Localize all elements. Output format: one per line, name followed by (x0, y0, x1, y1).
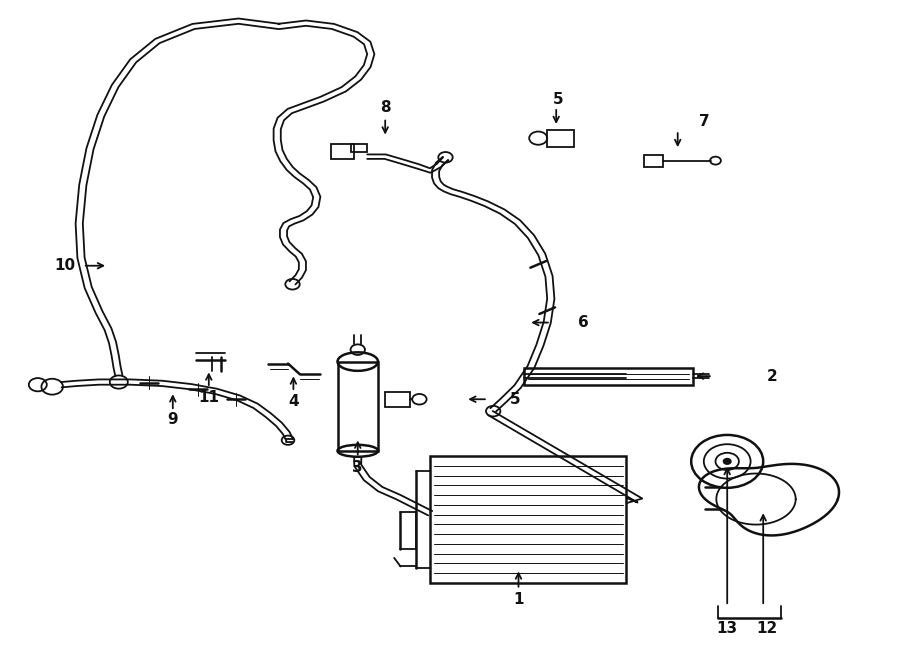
Bar (338, 362, 378, 451)
Text: 5: 5 (509, 392, 520, 407)
Text: 4: 4 (288, 395, 299, 409)
Bar (430, 456, 626, 583)
Bar (524, 368, 693, 385)
Text: 5: 5 (553, 92, 563, 106)
Text: 13: 13 (716, 621, 738, 636)
Circle shape (724, 459, 731, 464)
Text: 6: 6 (578, 315, 589, 330)
Text: 1: 1 (513, 592, 524, 607)
Text: 2: 2 (767, 369, 778, 383)
Text: 3: 3 (353, 460, 363, 475)
Bar (351, 144, 367, 152)
Bar (644, 155, 663, 167)
Text: 11: 11 (198, 391, 220, 405)
Text: 10: 10 (54, 258, 76, 273)
Text: 12: 12 (756, 621, 778, 636)
Text: 8: 8 (380, 100, 391, 114)
Bar (331, 144, 354, 159)
Text: 7: 7 (699, 114, 710, 129)
Bar (547, 130, 574, 147)
Text: 9: 9 (167, 412, 178, 427)
Bar (385, 392, 410, 407)
